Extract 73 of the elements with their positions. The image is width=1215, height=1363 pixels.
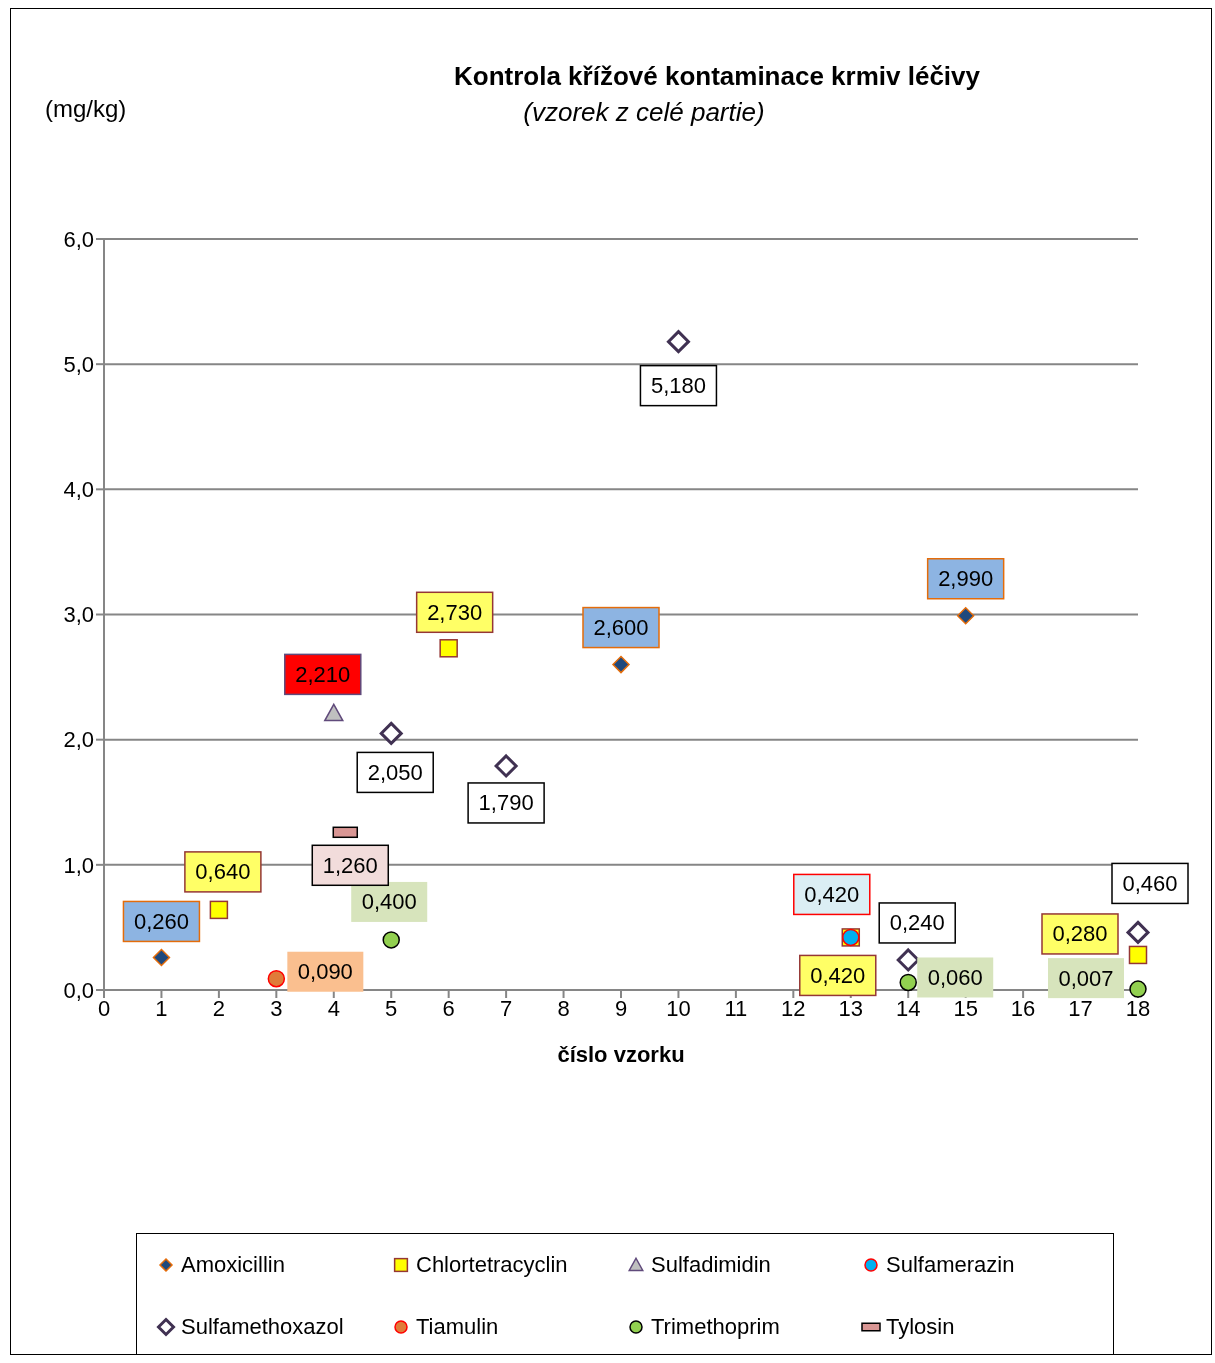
x-tick-label: 9	[614, 995, 628, 1021]
x-tick-label: 2	[212, 995, 226, 1021]
y-tick-label: 6,0	[63, 226, 94, 252]
point	[267, 969, 286, 988]
data-label: 0,400	[361, 889, 417, 915]
x-tick-label: 11	[724, 995, 748, 1021]
point	[324, 703, 344, 722]
x-tick-label: 14	[895, 995, 921, 1021]
point	[1129, 980, 1147, 998]
y-tick-label: 5,0	[63, 351, 94, 377]
data-label: 0,420	[810, 962, 866, 988]
legend-label: Sulfadimidin	[651, 1252, 771, 1278]
point	[382, 931, 400, 949]
data-label: 0,007	[1058, 965, 1114, 991]
x-tick-label: 0	[97, 995, 111, 1021]
data-label: 0,640	[195, 859, 251, 885]
x-tick-label: 6	[442, 995, 455, 1021]
x-tick-label: 15	[953, 995, 978, 1021]
legend-label: Amoxicillin	[181, 1252, 285, 1278]
point	[899, 973, 917, 992]
legend-label: Trimethoprim	[651, 1314, 780, 1340]
point	[494, 754, 518, 778]
data-label: 0,460	[1122, 870, 1178, 896]
legend-label: Tylosin	[886, 1314, 955, 1340]
y-tick-label: 0,0	[63, 977, 94, 1003]
x-tick-label: 17	[1068, 995, 1093, 1021]
data-label: 2,990	[938, 566, 994, 592]
point	[1128, 945, 1148, 965]
legend-label: Sulfamerazin	[886, 1252, 1015, 1278]
x-tick-label: 3	[270, 995, 283, 1021]
point	[896, 948, 920, 972]
x-tick-label: 10	[666, 995, 691, 1021]
data-label: 1,790	[478, 790, 534, 816]
y-tick-label: 3,0	[63, 602, 94, 628]
x-tick-label: 13	[838, 995, 864, 1021]
point	[152, 948, 171, 967]
legend-label: Tiamulin	[416, 1314, 499, 1340]
legend-label: Sulfamethoxazol	[181, 1314, 344, 1340]
point	[1126, 920, 1150, 944]
point	[666, 330, 690, 354]
data-label: 2,050	[367, 759, 423, 785]
data-label: 0,240	[889, 910, 945, 936]
data-label: 0,060	[927, 964, 983, 990]
y-tick-label: 2,0	[63, 727, 94, 753]
x-tick-label: 18	[1125, 995, 1151, 1021]
x-tick-label: 12	[781, 995, 806, 1021]
x-tick-label: 16	[1010, 995, 1036, 1021]
x-tick-label: 5	[385, 995, 398, 1021]
data-label: 0,420	[804, 881, 860, 907]
data-label: 2,210	[295, 661, 351, 687]
point	[379, 721, 403, 745]
data-label: 0,280	[1052, 921, 1108, 947]
data-label: 0,090	[297, 959, 353, 985]
x-tick-label: 8	[557, 995, 570, 1021]
y-tick-label: 1,0	[63, 852, 94, 878]
point	[956, 607, 975, 625]
y-tick-label: 4,0	[63, 477, 94, 503]
data-label: 0,260	[133, 908, 189, 934]
data-label: 2,730	[427, 599, 483, 625]
point	[612, 655, 630, 674]
x-axis-title: číslo vzorku	[557, 1042, 685, 1067]
x-tick-label: 1	[155, 995, 168, 1021]
y-axis-title: (mg/kg)	[45, 95, 127, 123]
chart-subtitle: (vzorek z celé partie)	[523, 97, 765, 127]
x-tick-label: 4	[327, 995, 340, 1021]
x-tick-label: 7	[499, 995, 513, 1021]
chart-title: Kontrola křížové kontaminace krmiv léčivy	[453, 61, 981, 92]
data-label: 2,600	[593, 615, 649, 641]
point	[209, 900, 229, 920]
legend-label: Chlortetracyclin	[416, 1252, 568, 1278]
data-label: 5,180	[650, 373, 706, 399]
data-label: 1,260	[322, 852, 378, 878]
point	[439, 639, 458, 658]
